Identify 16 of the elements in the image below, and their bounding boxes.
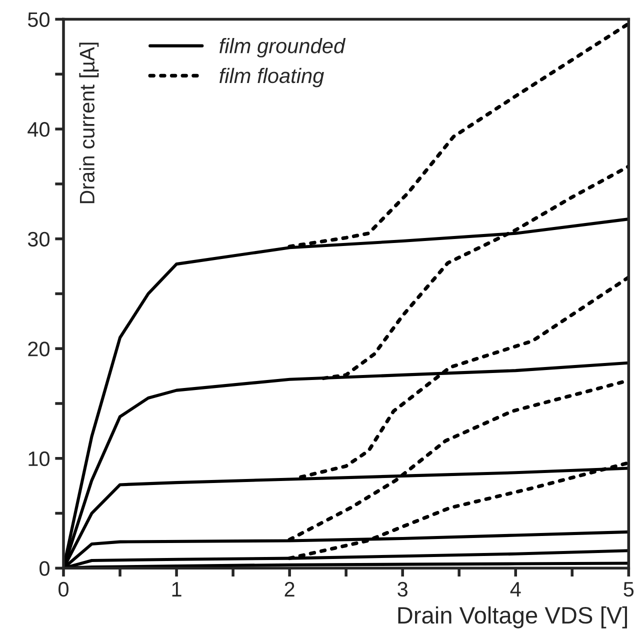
y-tick-label: 10 (28, 451, 50, 466)
y-tick-label: 50 (28, 12, 50, 28)
legend-label: film floating (220, 68, 324, 88)
x-tick-label: 4 (510, 582, 521, 596)
x-tick-label: 0 (58, 582, 68, 597)
y-axis-title: Drain current [µA] (79, 42, 99, 204)
x-tick-label: 5 (624, 582, 634, 597)
legend-label: film grounded (220, 38, 346, 58)
x-tick-label: 2 (284, 582, 294, 596)
y-tick-label: 30 (28, 232, 50, 247)
x-axis-title: Drain Voltage VDS [V] (398, 606, 627, 628)
y-tick-label: 40 (28, 122, 50, 137)
y-tick-label: 20 (28, 342, 50, 356)
y-tick-label: 0 (40, 561, 50, 576)
x-tick-label: 3 (398, 582, 408, 597)
x-tick-label: 1 (172, 582, 182, 596)
